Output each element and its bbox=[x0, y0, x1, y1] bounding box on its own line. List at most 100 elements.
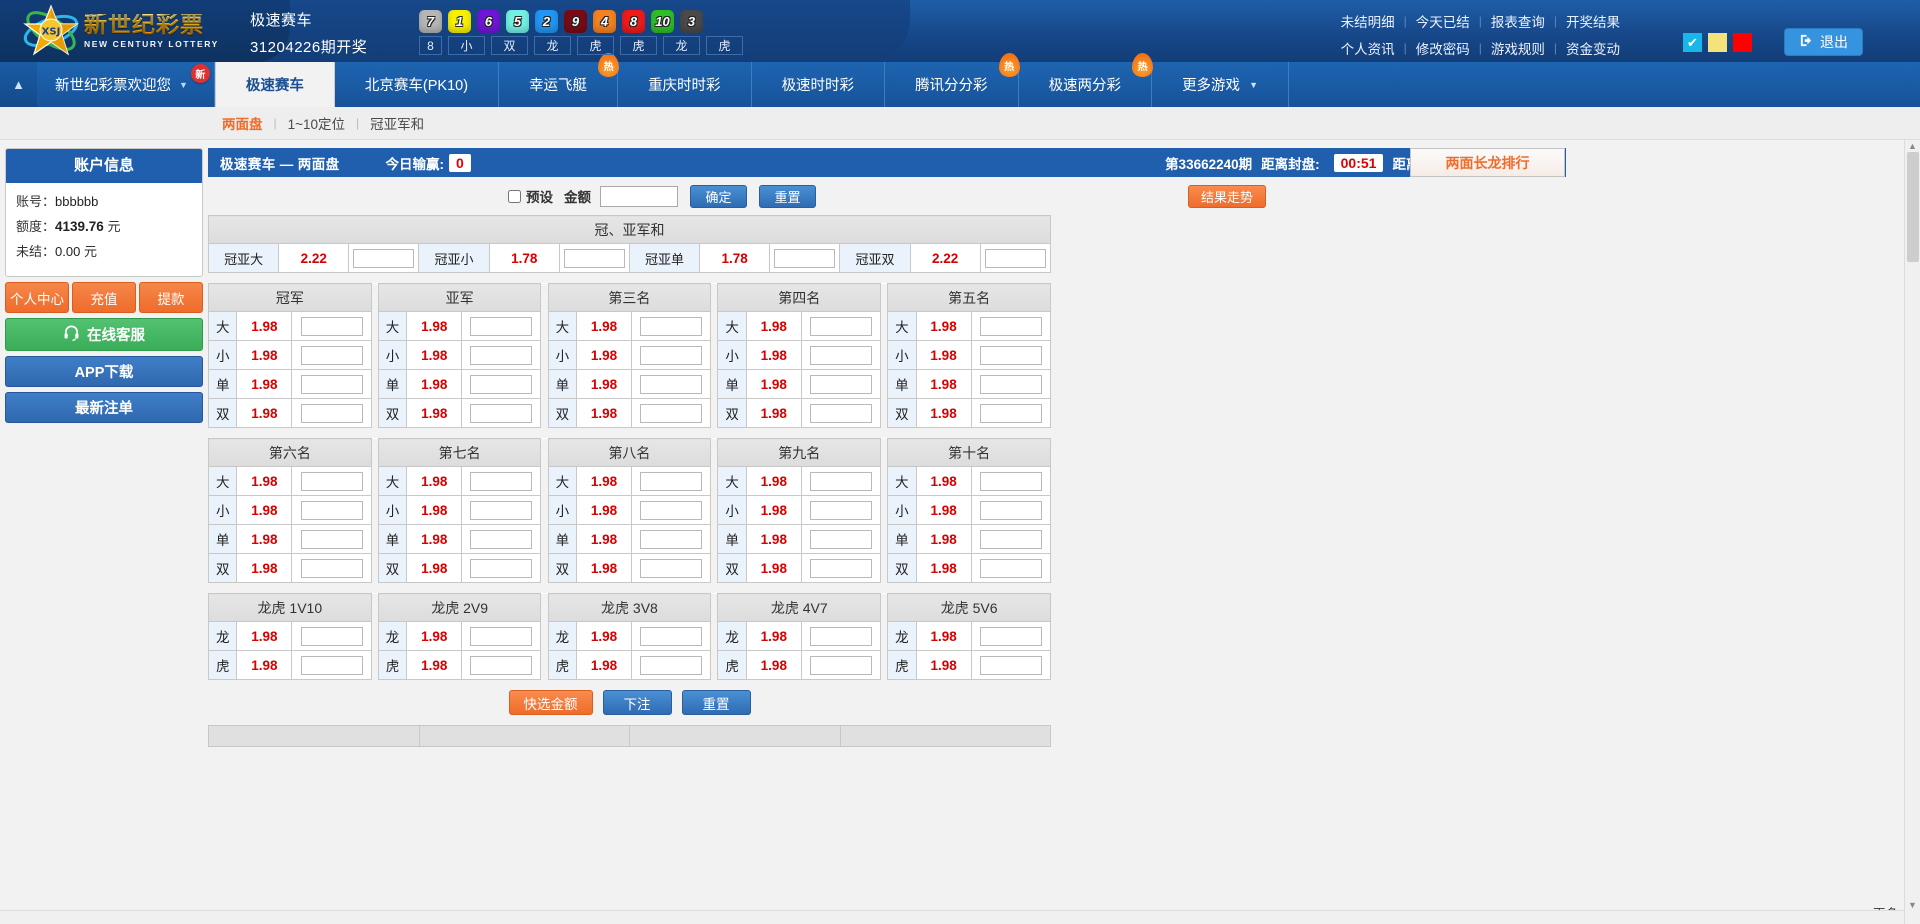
bet-odds[interactable]: 1.98 bbox=[406, 340, 463, 370]
bet-odds[interactable]: 1.98 bbox=[576, 524, 632, 554]
tab-6[interactable]: 腾讯分分彩热 bbox=[885, 53, 1020, 107]
bet-amount-input-rank-1-5-1-1[interactable] bbox=[470, 345, 533, 365]
bet-amount-input-rank-6-10-1-0[interactable] bbox=[470, 471, 533, 491]
bet-option-name[interactable]: 大 bbox=[547, 311, 578, 341]
bet-amount-input-dragon-tiger-0-0[interactable] bbox=[300, 626, 363, 646]
bet-odds[interactable]: 1.98 bbox=[576, 553, 632, 583]
bet-option-name[interactable]: 双 bbox=[887, 553, 917, 583]
bet-option-name[interactable]: 大 bbox=[377, 311, 408, 341]
bet-amount-input-rank-6-10-2-2[interactable] bbox=[640, 529, 703, 549]
bet-odds[interactable]: 1.98 bbox=[406, 553, 463, 583]
bet-option-name[interactable]: 双 bbox=[377, 553, 408, 583]
tab-2[interactable]: 北京赛车(PK10) bbox=[335, 62, 500, 107]
bet-amount-input-rank-1-5-4-2[interactable] bbox=[979, 374, 1042, 394]
bet-option-name[interactable]: 小 bbox=[717, 340, 747, 370]
bet-amount-input-rank-6-10-2-3[interactable] bbox=[640, 558, 703, 578]
bet-odds[interactable]: 1.78 bbox=[699, 243, 771, 273]
bet-option-name[interactable]: 单 bbox=[377, 524, 408, 554]
bet-amount-input-champion-sum-3[interactable] bbox=[984, 248, 1046, 268]
bet-amount-input-rank-6-10-3-0[interactable] bbox=[809, 471, 872, 491]
bet-amount-input-rank-1-5-3-0[interactable] bbox=[809, 316, 872, 336]
bet-odds[interactable]: 1.98 bbox=[915, 466, 972, 496]
bet-option-name[interactable]: 龙 bbox=[207, 621, 238, 651]
bet-odds[interactable]: 1.98 bbox=[745, 621, 802, 651]
bet-amount-input-rank-1-5-0-1[interactable] bbox=[300, 345, 363, 365]
bet-amount-input-rank-6-10-4-1[interactable] bbox=[979, 500, 1042, 520]
confirm-button[interactable]: 确定 bbox=[690, 184, 747, 208]
bet-odds[interactable]: 1.98 bbox=[236, 524, 293, 554]
bet-amount-input-rank-1-5-1-2[interactable] bbox=[470, 374, 533, 394]
bet-option-name[interactable]: 冠亚双 bbox=[839, 243, 911, 273]
personal-center-button[interactable]: 个人中心 bbox=[5, 282, 69, 313]
bet-option-name[interactable]: 单 bbox=[207, 524, 238, 554]
bet-option-name[interactable]: 虎 bbox=[887, 650, 917, 680]
bet-amount-input-dragon-tiger-4-1[interactable] bbox=[979, 655, 1042, 675]
bet-odds[interactable]: 1.98 bbox=[236, 650, 293, 680]
bet-amount-input-champion-sum-2[interactable] bbox=[774, 248, 836, 268]
tab-8[interactable]: 更多游戏 ▼ bbox=[1152, 62, 1289, 107]
bet-option-name[interactable]: 冠亚单 bbox=[628, 243, 701, 273]
withdraw-button[interactable]: 提款 bbox=[139, 282, 203, 313]
bet-amount-input-rank-1-5-3-2[interactable] bbox=[809, 374, 872, 394]
bet-option-name[interactable]: 双 bbox=[207, 553, 238, 583]
app-download-button[interactable]: APP下载 bbox=[5, 356, 203, 387]
tab-7[interactable]: 极速两分彩热 bbox=[1019, 53, 1154, 107]
bet-option-name[interactable]: 小 bbox=[887, 340, 917, 370]
bet-amount-input-rank-6-10-0-1[interactable] bbox=[300, 500, 363, 520]
bet-option-name[interactable]: 大 bbox=[887, 311, 917, 341]
bet-odds[interactable]: 1.98 bbox=[236, 621, 293, 651]
scroll-thumb[interactable] bbox=[1907, 152, 1919, 262]
bet-odds[interactable]: 1.98 bbox=[406, 369, 463, 399]
bet-option-name[interactable]: 龙 bbox=[887, 621, 917, 651]
check-swatch[interactable]: ✔ bbox=[1683, 33, 1702, 52]
bet-amount-input-champion-sum-0[interactable] bbox=[353, 248, 415, 268]
bet-option-name[interactable]: 大 bbox=[207, 466, 238, 496]
bet-amount-input-rank-6-10-0-0[interactable] bbox=[300, 471, 363, 491]
bet-option-name[interactable]: 龙 bbox=[377, 621, 408, 651]
bet-option-name[interactable]: 双 bbox=[547, 398, 578, 428]
bet-amount-input-rank-6-10-0-2[interactable] bbox=[300, 529, 363, 549]
quick-amount-button[interactable]: 快选金额 bbox=[508, 690, 593, 715]
bet-odds[interactable]: 1.98 bbox=[745, 650, 802, 680]
brand-logo[interactable]: XSJ 新世纪彩票 NEW CENTURY LOTTERY bbox=[22, 4, 219, 58]
bet-option-name[interactable]: 双 bbox=[547, 553, 578, 583]
bet-odds[interactable]: 1.98 bbox=[236, 466, 293, 496]
bet-option-name[interactable]: 单 bbox=[887, 369, 917, 399]
bet-option-name[interactable]: 大 bbox=[207, 311, 238, 341]
bet-option-name[interactable]: 单 bbox=[717, 524, 747, 554]
bet-amount-input-rank-1-5-0-2[interactable] bbox=[300, 374, 363, 394]
bet-option-name[interactable]: 大 bbox=[717, 466, 747, 496]
bet-odds[interactable]: 1.98 bbox=[406, 311, 463, 341]
bet-amount-input-rank-1-5-1-3[interactable] bbox=[470, 403, 533, 423]
bet-amount-input-rank-6-10-1-2[interactable] bbox=[470, 529, 533, 549]
bet-option-name[interactable]: 双 bbox=[717, 398, 747, 428]
bet-option-name[interactable]: 单 bbox=[207, 369, 238, 399]
bet-odds[interactable]: 1.98 bbox=[236, 311, 293, 341]
place-bet-button[interactable]: 下注 bbox=[602, 690, 672, 715]
header-link-4[interactable]: 资金变动 bbox=[1566, 42, 1620, 57]
bet-option-name[interactable]: 双 bbox=[377, 398, 408, 428]
deposit-button[interactable]: 充值 bbox=[72, 282, 136, 313]
page-scrollbar[interactable]: ▲ ▼ bbox=[1904, 140, 1920, 924]
bet-odds[interactable]: 1.98 bbox=[576, 495, 632, 525]
bet-amount-input-rank-6-10-1-1[interactable] bbox=[470, 500, 533, 520]
breadcrumb-item-3[interactable]: 冠亚军和 bbox=[370, 117, 425, 132]
bet-odds[interactable]: 1.98 bbox=[576, 398, 632, 428]
preset-checkbox[interactable] bbox=[508, 189, 521, 203]
bet-amount-input-rank-6-10-2-1[interactable] bbox=[640, 500, 703, 520]
header-link-3[interactable]: 报表查询 bbox=[1490, 15, 1545, 30]
bet-odds[interactable]: 1.98 bbox=[915, 524, 972, 554]
bet-option-name[interactable]: 虎 bbox=[207, 650, 238, 680]
bet-odds[interactable]: 1.98 bbox=[915, 311, 972, 341]
bet-odds[interactable]: 1.98 bbox=[236, 553, 293, 583]
horizontal-scrollbar[interactable] bbox=[0, 910, 1904, 924]
tab-4[interactable]: 重庆时时彩 bbox=[618, 62, 752, 107]
bet-odds[interactable]: 1.98 bbox=[915, 650, 972, 680]
bet-odds[interactable]: 1.98 bbox=[406, 495, 463, 525]
bet-amount-input-dragon-tiger-0-1[interactable] bbox=[300, 655, 363, 675]
bet-amount-input-dragon-tiger-3-0[interactable] bbox=[809, 626, 872, 646]
bet-option-name[interactable]: 小 bbox=[547, 495, 578, 525]
bet-amount-input-dragon-tiger-4-0[interactable] bbox=[979, 626, 1042, 646]
bet-option-name[interactable]: 虎 bbox=[717, 650, 747, 680]
scroll-down-icon[interactable]: ▼ bbox=[1908, 900, 1917, 910]
